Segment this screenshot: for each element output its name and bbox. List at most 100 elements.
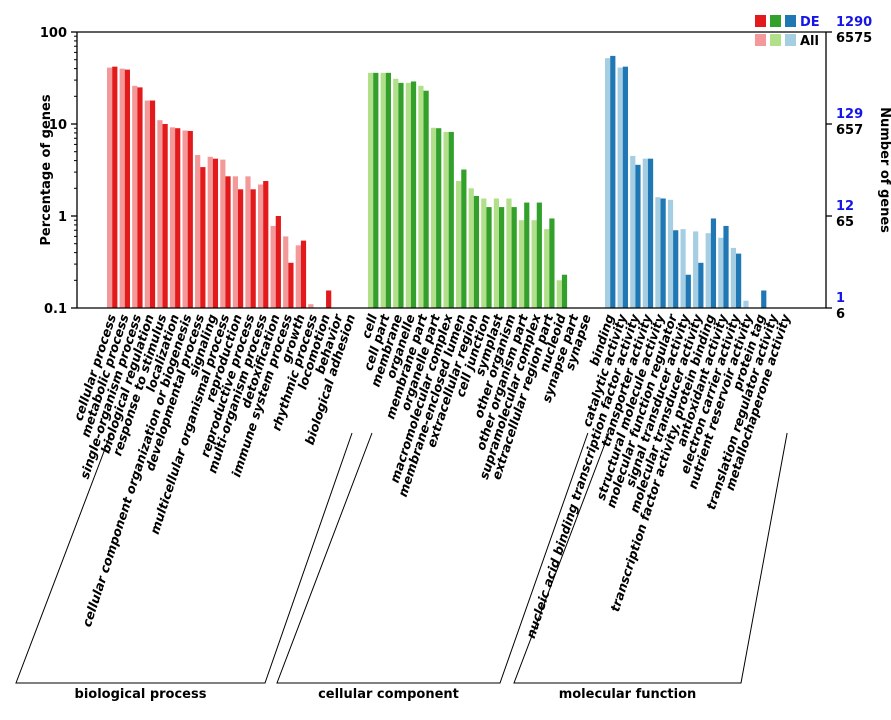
bar-all-mf (693, 231, 699, 308)
bar-de-cc (536, 202, 542, 308)
bar-all-cc (443, 131, 449, 308)
legend-swatch-mf-all (785, 34, 796, 46)
bar-all-bp (182, 130, 188, 308)
bar-de-cc (473, 195, 480, 308)
bar-all-cc (368, 72, 374, 309)
bar-de-cc (373, 72, 379, 309)
bar-de-bp (149, 100, 156, 309)
legend-swatch-cc-all (770, 34, 781, 46)
bar-de-bp (124, 69, 130, 308)
bar-de-bp (212, 158, 219, 308)
left-tick-label: 0.1 (44, 302, 67, 317)
bar-de-bp (112, 66, 118, 308)
bar-de-cc (410, 81, 417, 308)
bar-de-mf (660, 198, 666, 308)
legend-swatch-bp-all (755, 34, 766, 46)
legend-swatch-bp-de (755, 15, 766, 27)
bar-all-bp (132, 85, 138, 308)
bar-all-bp (295, 245, 301, 308)
bar-de-mf (635, 164, 641, 308)
bar-all-bp (119, 68, 125, 309)
bar-de-mf (761, 290, 767, 308)
bar-de-cc (499, 207, 505, 308)
bar-de-cc (486, 207, 492, 308)
bar-all-cc (544, 229, 550, 308)
bar-all-cc (531, 220, 537, 308)
bar-de-mf (610, 55, 616, 309)
right-tick-label-all: 65 (836, 215, 854, 230)
bar-de-cc (398, 82, 404, 309)
right-tick-label-all: 6 (836, 307, 845, 322)
right-tick-label-de: 1 (836, 291, 845, 306)
bar-de-mf (698, 262, 704, 308)
legend-swatch-mf-de (785, 15, 796, 27)
bar-all-cc (468, 188, 474, 308)
bar-all-bp (283, 236, 289, 308)
bar-de-mf (647, 158, 654, 308)
bar-all-bp (144, 100, 150, 309)
bar-all-mf (630, 155, 636, 308)
bar-all-bp (232, 176, 238, 308)
bar-all-mf (705, 233, 711, 308)
bars-layer (107, 55, 767, 309)
right-tick-label-de: 129 (836, 107, 863, 122)
group-label-bp: biological process (75, 687, 207, 702)
right-tick-label-de: 12 (836, 199, 854, 214)
bar-de-mf (710, 218, 717, 308)
bar-de-mf (673, 230, 679, 308)
bar-de-bp (187, 130, 193, 308)
bar-all-cc (493, 198, 499, 308)
bar-all-mf (655, 197, 661, 308)
bar-de-bp (225, 176, 231, 308)
bar-de-bp (238, 189, 244, 308)
right-tick-label-de: 1290 (836, 15, 872, 30)
group-bracket-bp (15, 432, 353, 684)
group-brackets: biological process cellular component mole… (15, 432, 788, 702)
bar-all-bp (107, 67, 113, 308)
bar-de-bp (175, 128, 181, 308)
legend-all-label: All (800, 34, 819, 49)
bar-de-bp (288, 262, 294, 308)
bar-de-bp (200, 167, 206, 308)
bar-de-mf (622, 66, 628, 308)
bar-all-cc (430, 127, 437, 308)
bar-de-bp (137, 87, 143, 308)
bar-de-bp (300, 240, 307, 308)
bar-de-cc (524, 202, 530, 308)
bar-all-mf (667, 199, 674, 308)
bar-de-cc (385, 72, 391, 309)
bar-all-cc (456, 181, 462, 308)
bar-all-mf (680, 229, 686, 308)
bar-de-mf (736, 253, 742, 308)
left-tick-label: 100 (40, 26, 67, 41)
bar-all-mf (617, 67, 623, 308)
bar-all-cc (481, 198, 487, 308)
bar-all-mf (642, 158, 648, 308)
bar-de-mf (685, 274, 691, 308)
bar-all-cc (405, 82, 411, 309)
bar-all-bp (270, 225, 276, 308)
bar-de-bp (326, 290, 332, 308)
group-label-mf: molecular function (559, 687, 697, 702)
bar-all-cc (506, 198, 512, 308)
bar-all-cc (518, 220, 525, 308)
bar-all-bp (257, 184, 264, 308)
right-tick-label-all: 6575 (836, 31, 872, 46)
group-label-cc: cellular component (318, 687, 459, 702)
bar-all-mf (743, 300, 749, 308)
right-tick-label-all: 657 (836, 123, 863, 138)
bar-de-cc (511, 207, 517, 308)
bar-all-bp (157, 120, 163, 309)
bar-de-bp (263, 181, 269, 308)
y2-axis-title: Number of genes (877, 107, 891, 233)
bar-de-bp (250, 189, 256, 308)
bar-de-cc (448, 131, 454, 308)
bar-all-mf (605, 58, 611, 309)
group-bracket-mf (513, 432, 788, 684)
legend-de-label: DE (800, 15, 820, 30)
legend-swatch-cc-de (770, 15, 781, 27)
category-label: cell (358, 312, 380, 341)
left-tick-label: 1 (58, 210, 67, 225)
bar-all-bp (308, 304, 314, 308)
